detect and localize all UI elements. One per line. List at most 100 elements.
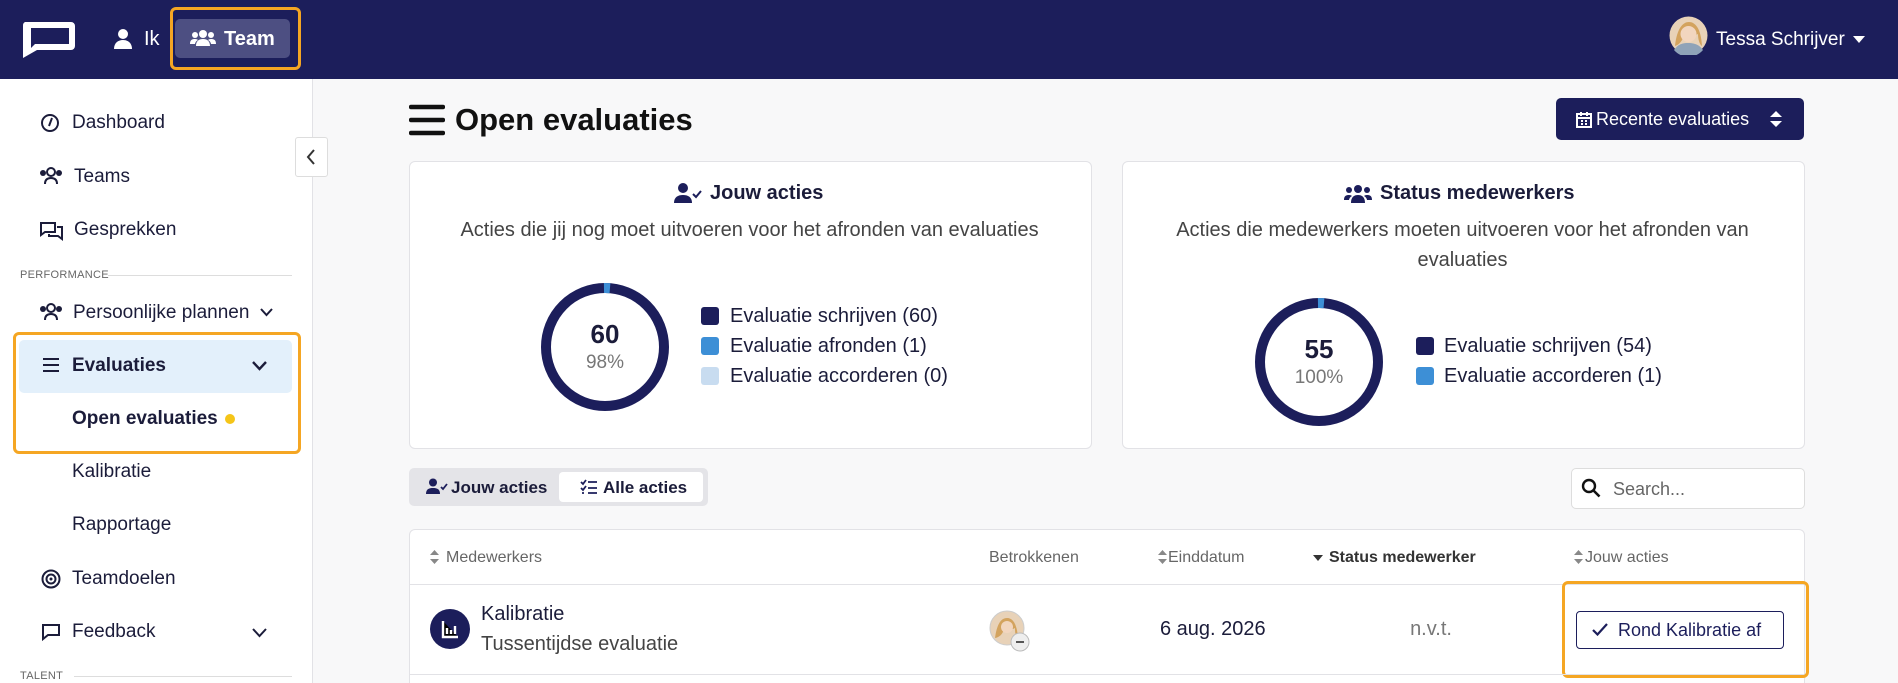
nav-item[interactable]: Feedback [72, 621, 156, 642]
legend-swatch [701, 307, 719, 325]
card-subtitle: Acties die jij nog moet uitvoeren voor h… [460, 219, 1039, 241]
search-icon [1581, 478, 1601, 498]
nav-item[interactable]: Teamdoelen [72, 568, 176, 589]
column-header[interactable]: Einddatum [1168, 549, 1245, 566]
action-button[interactable]: Rond Kalibratie af [1576, 611, 1784, 649]
donut-percent: 98% [585, 352, 625, 373]
teams-icon [40, 167, 62, 185]
active-item-bg [19, 340, 292, 393]
calendar-icon [1576, 112, 1592, 128]
button-label: Recente evaluaties [1596, 109, 1750, 129]
nav-item[interactable]: Teams [74, 166, 130, 187]
tab[interactable]: Jouw acties [451, 478, 548, 497]
nav-team[interactable]: Team [224, 28, 275, 50]
table [409, 529, 1805, 683]
card [409, 161, 1092, 449]
dashboard-icon [41, 114, 59, 132]
sort-icon [1158, 550, 1167, 564]
chat-icon [40, 222, 63, 241]
card [1122, 161, 1805, 449]
card-subtitle: Acties die medewerkers moeten uitvoeren … [1176, 219, 1749, 271]
team-icon [1344, 185, 1372, 203]
user-icon [114, 29, 132, 49]
legend-swatch [1416, 367, 1434, 385]
row-divider [410, 584, 1804, 585]
caret [1853, 36, 1865, 43]
card-title: Jouw acties [710, 182, 824, 204]
section-title: TALENT [20, 670, 64, 682]
top-bar [0, 0, 1898, 79]
end-date: 6 aug. 2026 [1160, 618, 1266, 640]
divider [108, 275, 292, 276]
badge-dot [225, 414, 235, 424]
page-title: Open evaluaties [455, 102, 693, 137]
search-box[interactable] [1571, 468, 1805, 509]
legend-label: Evaluatie accorderen (0) [730, 365, 948, 387]
tab[interactable]: Alle acties [603, 478, 688, 497]
donut-count: 60 [590, 319, 620, 349]
row-name[interactable]: Kalibratie [481, 603, 565, 625]
highlight [1562, 581, 1809, 678]
feedback-icon [42, 624, 60, 642]
nav-item[interactable]: Dashboard [72, 112, 165, 133]
list-icon [43, 358, 59, 372]
user-name[interactable]: Tessa Schrijver [1716, 29, 1845, 50]
check-icon [1592, 623, 1608, 636]
recent-button[interactable]: Recente evaluaties [1556, 98, 1804, 140]
nav-team-bg[interactable] [175, 19, 290, 58]
column-header[interactable]: Status medewerker [1329, 549, 1476, 566]
tab-active-bg [559, 472, 703, 502]
legend-label: Evaluatie schrijven (60) [730, 305, 938, 327]
list-check-icon [580, 479, 597, 494]
legend-label: Evaluatie afronden (1) [730, 335, 927, 357]
nav-ik[interactable]: Ik [144, 28, 160, 50]
nav-subitem[interactable]: Open evaluaties [72, 408, 218, 429]
nav-item[interactable]: Persoonlijke plannen [73, 302, 250, 323]
nav-item[interactable]: Evaluaties [72, 355, 166, 376]
chevron [252, 628, 267, 638]
highlight [170, 7, 301, 70]
nav-subitem[interactable]: Kalibratie [72, 461, 152, 482]
column-header[interactable]: Jouw acties [1585, 549, 1669, 566]
logo[interactable] [19, 20, 77, 60]
sort-icon [1574, 550, 1583, 564]
user-check-icon [426, 478, 448, 494]
legend-swatch [701, 337, 719, 355]
donut-percent: 100% [1294, 367, 1344, 388]
donut-count: 55 [1304, 334, 1334, 364]
plans-icon [40, 303, 62, 321]
donut [541, 283, 669, 411]
highlight [13, 332, 301, 454]
status: n.v.t. [1410, 618, 1452, 640]
card-title: Status medewerkers [1380, 182, 1575, 204]
row-type: Tussentijdse evaluatie [481, 633, 679, 655]
legend-label: Evaluatie accorderen (1) [1444, 365, 1662, 387]
donut [1255, 298, 1383, 426]
legend-swatch [1416, 337, 1434, 355]
chevron [252, 361, 267, 371]
collapse-button[interactable] [295, 137, 328, 177]
column-header: Betrokkenen [989, 549, 1079, 566]
target-icon [41, 569, 61, 589]
legend-label: Evaluatie schrijven (54) [1444, 335, 1652, 357]
nav-subitem[interactable]: Rapportage [72, 514, 172, 535]
row-icon [430, 609, 470, 649]
section-title: PERFORMANCE [20, 269, 109, 281]
user-check-icon [674, 183, 702, 203]
team-icon [190, 30, 216, 46]
action-label: Rond Kalibratie af [1618, 620, 1762, 640]
column-header[interactable]: Medewerkers [446, 549, 543, 566]
avatar[interactable] [1669, 16, 1708, 55]
chevron [260, 308, 273, 317]
menu-icon [409, 104, 445, 136]
participant-avatar [989, 610, 1030, 652]
sort-icon [1313, 555, 1323, 561]
legend-swatch [701, 367, 719, 385]
sort-icon [430, 550, 439, 564]
sort-icon [1770, 111, 1782, 127]
row-divider [410, 674, 1804, 675]
search-placeholder: Search... [1613, 479, 1686, 499]
nav-item[interactable]: Gesprekken [74, 219, 177, 240]
divider [74, 676, 292, 677]
